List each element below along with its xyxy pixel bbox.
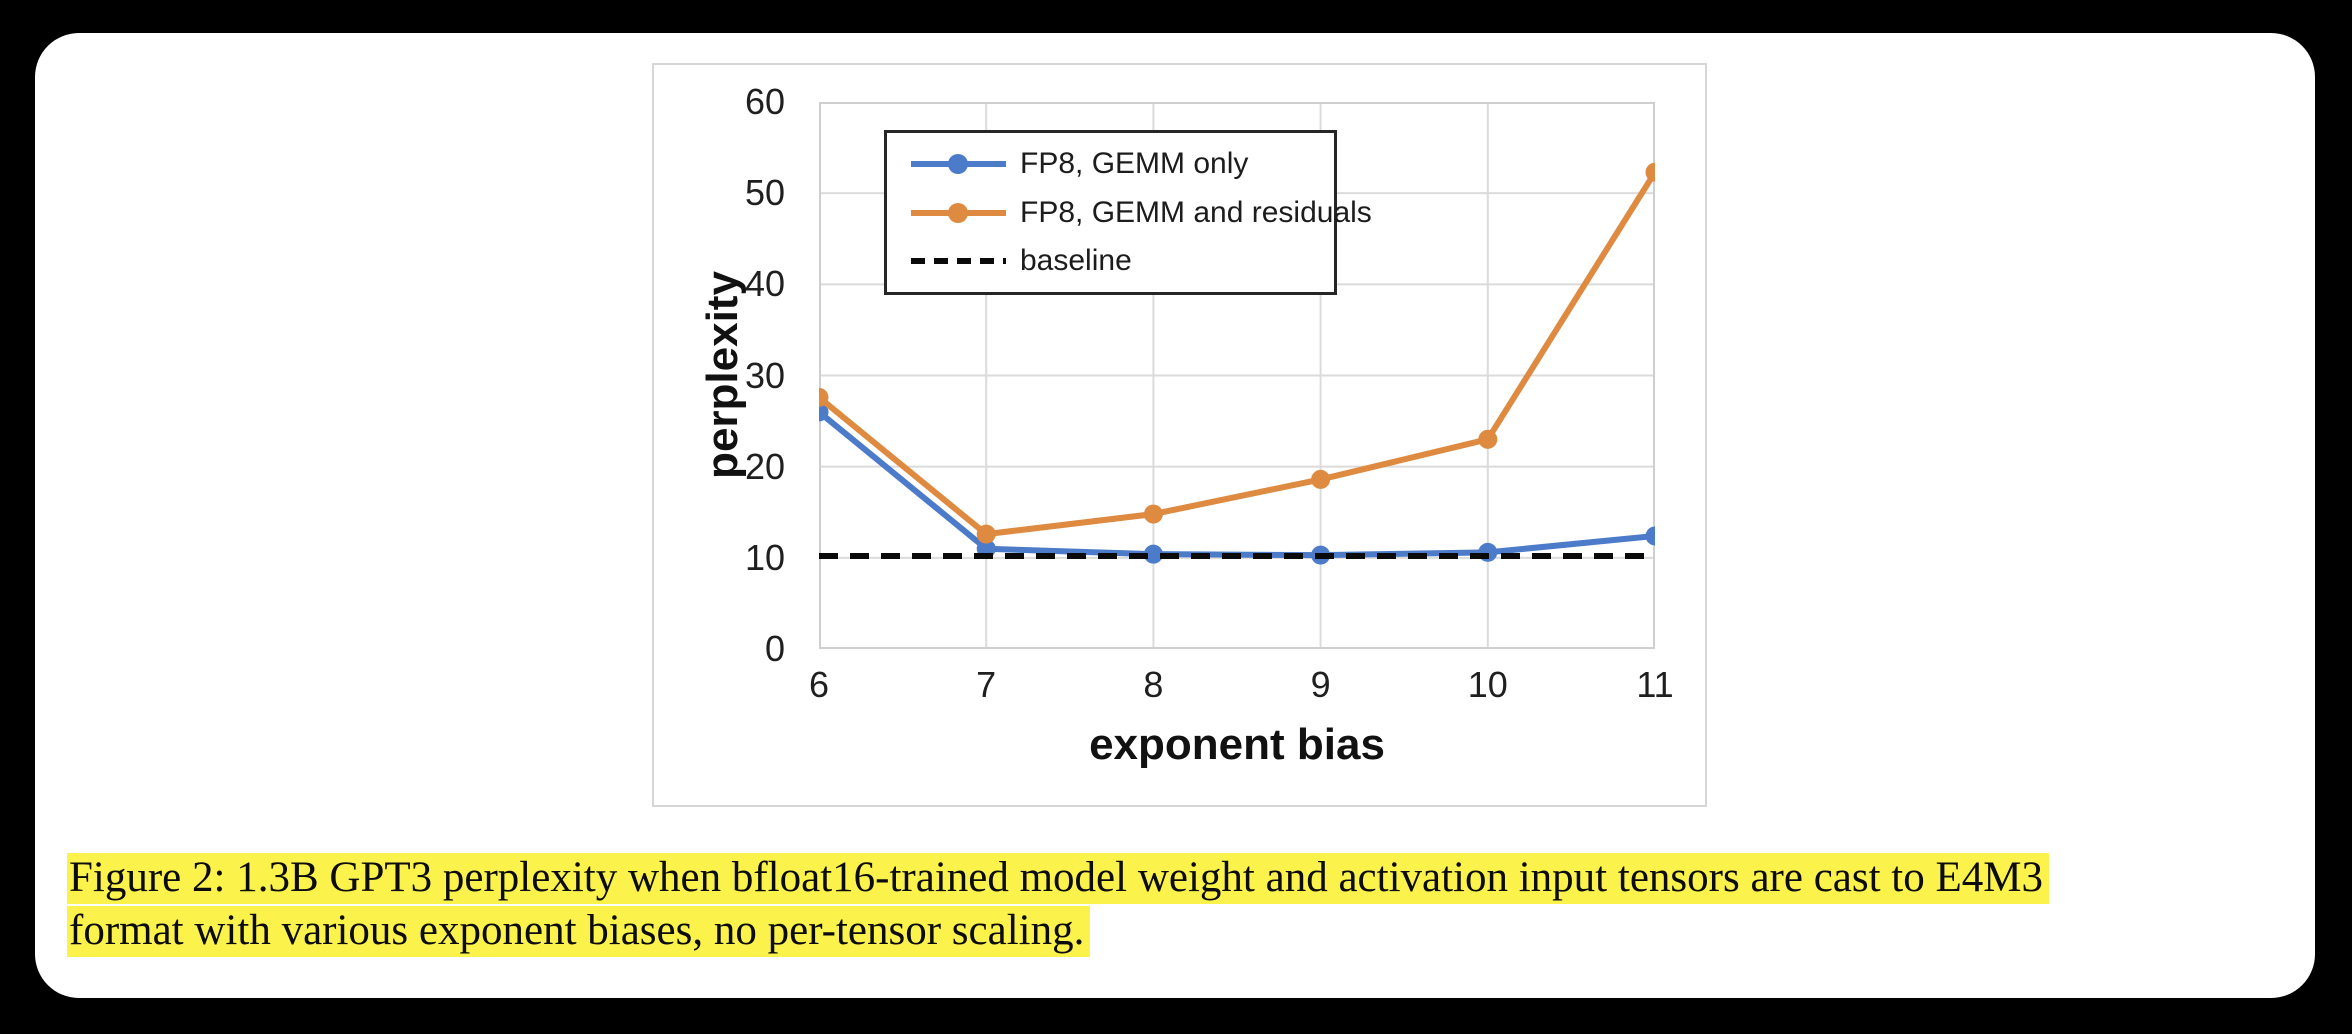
y-tick-label: 20	[744, 445, 785, 487]
legend-item: baseline	[887, 244, 1334, 278]
legend-dash-swatch	[911, 257, 1006, 264]
x-tick-label: 9	[1310, 664, 1331, 705]
series-line	[819, 169, 1655, 538]
data-point-marker	[819, 402, 829, 422]
data-point-marker	[1645, 162, 1655, 182]
figure-card: perplexity FP8, GEMM only FP8, GEMM and r…	[35, 33, 2315, 998]
x-axis-title: exponent bias	[1089, 720, 1385, 769]
data-point-marker	[976, 524, 996, 544]
chart-legend: FP8, GEMM only FP8, GEMM and residuals bas…	[884, 130, 1372, 295]
data-point-marker	[1143, 544, 1163, 564]
data-point-marker	[1143, 504, 1163, 524]
series-line	[819, 408, 1655, 559]
legend-item: FP8, GEMM only	[887, 147, 1334, 181]
y-tick-label: 0	[764, 628, 785, 669]
y-tick-label: 30	[744, 354, 785, 396]
caption-line-1: Figure 2: 1.3B GPT3 perplexity when bflo…	[67, 853, 2049, 904]
legend-line-marker-swatch	[911, 202, 1006, 223]
x-tick-label: 11	[1636, 664, 1674, 705]
x-tick-label: 8	[1143, 664, 1164, 705]
legend-item: FP8, GEMM and residuals	[887, 196, 1372, 230]
data-point-marker	[1478, 542, 1498, 562]
legend-label: FP8, GEMM only	[1020, 147, 1249, 181]
x-tick-label: 10	[1467, 664, 1508, 705]
caption-line-2: format with various exponent biases, no …	[67, 906, 1091, 957]
legend-line-marker-swatch	[911, 154, 1006, 175]
y-tick-label: 10	[744, 536, 785, 578]
data-point-marker	[1645, 526, 1655, 546]
x-tick-label: 7	[976, 664, 997, 705]
data-point-marker	[1478, 429, 1498, 449]
chart-container: perplexity FP8, GEMM only FP8, GEMM and r…	[652, 63, 1707, 807]
data-point-marker	[1311, 469, 1331, 489]
plot-border	[819, 102, 1655, 649]
legend-label: baseline	[1020, 243, 1132, 277]
y-tick-label: 40	[744, 263, 785, 305]
figure-caption: Figure 2: 1.3B GPT3 perplexity when bflo…	[67, 851, 2297, 957]
x-tick-label: 6	[808, 664, 830, 705]
legend-label: FP8, GEMM and residuals	[1020, 195, 1372, 229]
data-point-marker	[819, 387, 829, 407]
y-tick-label: 60	[744, 81, 785, 122]
y-tick-label: 50	[744, 172, 785, 214]
